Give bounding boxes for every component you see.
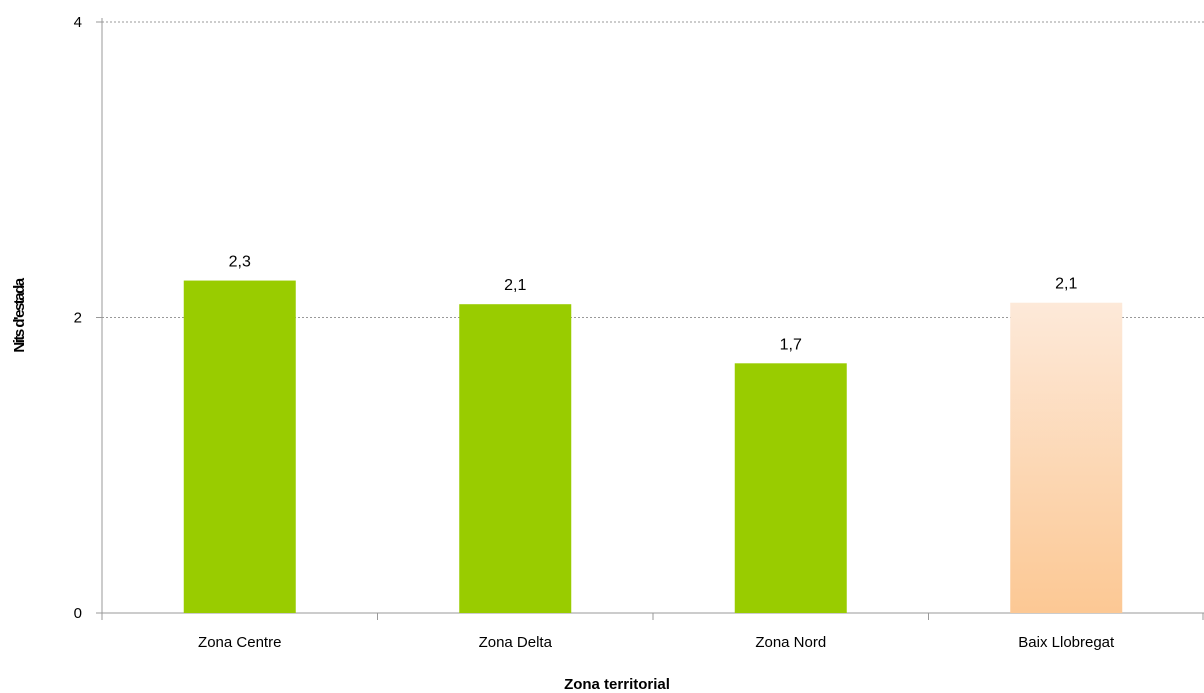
gridlines [102, 21, 1204, 318]
bar [459, 304, 572, 613]
x-tick-label: Zona Centre [198, 634, 281, 651]
y-tick-label: 4 [74, 14, 82, 31]
y-tick-label: 0 [74, 605, 82, 622]
bars [183, 280, 1123, 613]
x-tick-label: Baix Llobregat [1018, 634, 1115, 651]
labels: 0 2 4 2,3 Zona Centre 2,1 Zona Delta 1,7 Zona No… [74, 14, 1115, 651]
x-tick-label: Zona Delta [479, 634, 553, 651]
x-axis-title: Zona territorial [564, 676, 670, 693]
y-axis-title: Nits d'estada [11, 277, 28, 352]
x-tick-label: Zona Nord [755, 634, 826, 651]
data-label: 2,1 [1055, 276, 1077, 293]
bar [1010, 302, 1123, 613]
y-tick-label: 2 [74, 310, 82, 327]
bar [734, 363, 847, 613]
data-label: 2,3 [229, 254, 251, 271]
data-label: 1,7 [780, 336, 802, 353]
bar [183, 280, 296, 613]
data-label: 2,1 [504, 277, 526, 294]
